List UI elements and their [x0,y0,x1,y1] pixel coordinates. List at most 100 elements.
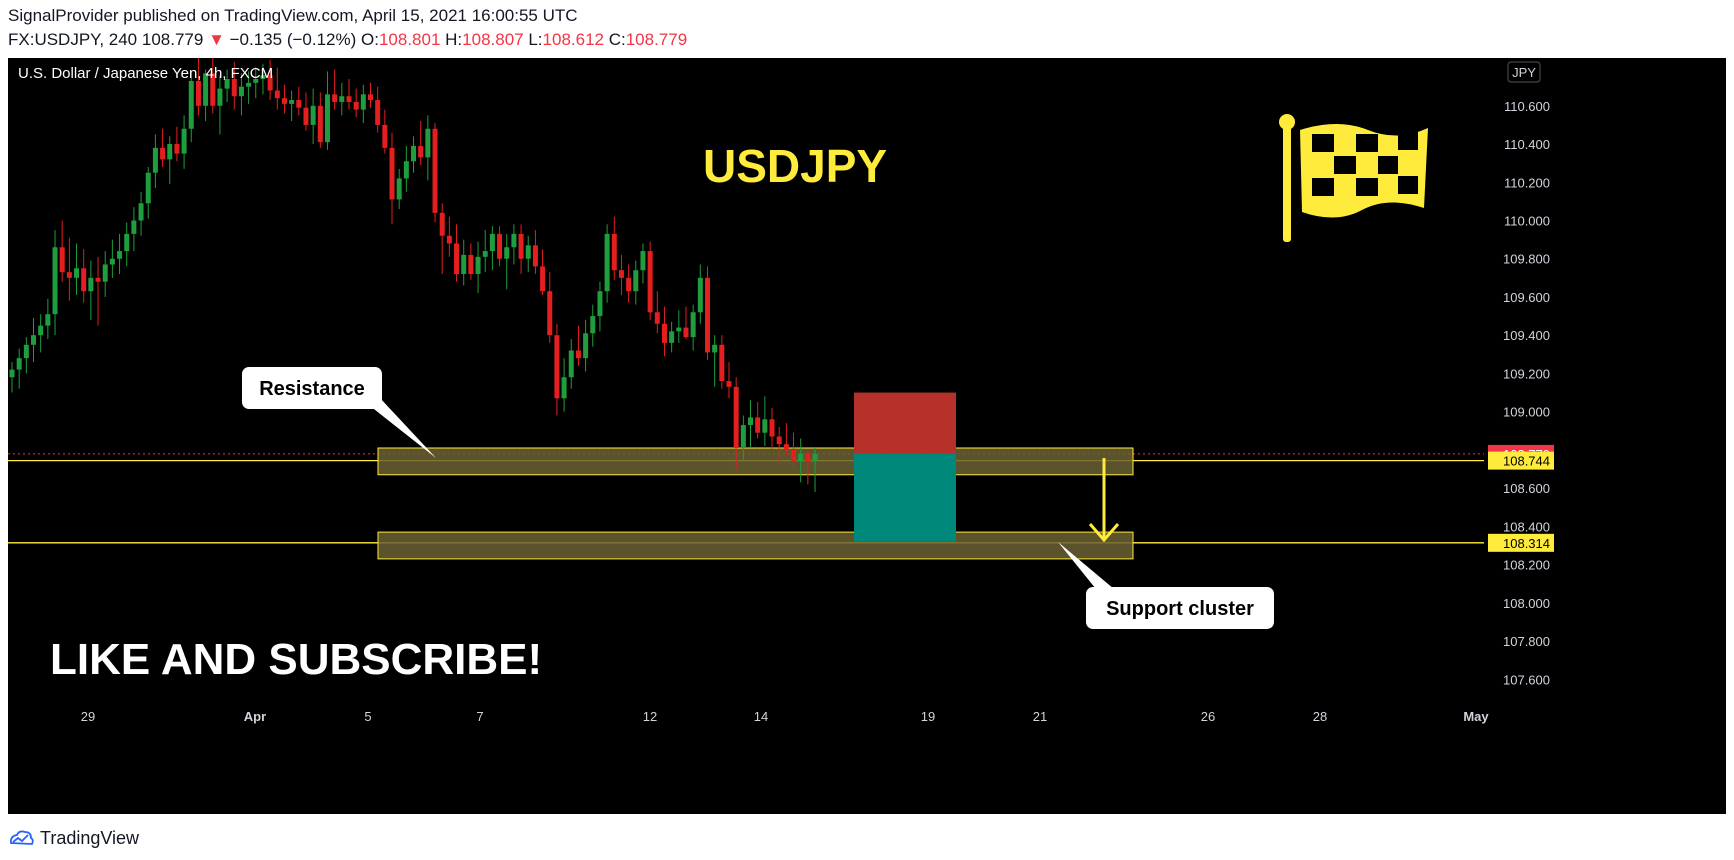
candle-body [195,80,201,106]
y-tick-label: 110.600 [1504,99,1550,114]
candle-body [525,245,531,259]
candle-body [396,178,402,200]
candle-body [748,417,754,426]
candle-body [540,266,546,292]
x-tick-label: 21 [1033,709,1047,724]
candle-body [497,233,503,259]
stop-loss-box[interactable] [854,392,956,454]
candle-body [432,128,438,213]
candle-body [346,96,352,102]
candle-body [626,277,632,292]
candle-body [45,314,51,326]
candle-body [532,245,538,267]
candle-body [38,325,44,336]
candle-body [704,277,710,353]
candle-body [117,251,123,259]
close-value: 108.779 [625,30,688,49]
candle-body [59,247,65,273]
candle-body [124,233,130,252]
candle-body [776,436,782,445]
candle-body [95,277,101,282]
candle-body [203,73,209,106]
support-zone[interactable] [377,531,1134,560]
candle-body [454,243,460,275]
candle-body [246,82,252,87]
candle-body [719,344,725,382]
y-tick-label: 108.600 [1503,481,1550,496]
candle-body [267,75,273,91]
candle-body [310,105,316,125]
candle-body [611,233,617,271]
candle-body [597,291,603,317]
candle-body [568,350,574,378]
publish-info: SignalProvider published on TradingView.… [8,6,578,25]
candle-body [188,80,194,129]
candle-body [81,268,87,292]
candle-body [9,369,15,378]
candle-body [260,75,266,80]
candle-body [468,254,474,275]
currency-label: JPY [1512,65,1536,80]
candle-body [16,358,22,370]
price-change: −0.135 (−0.12%) [229,30,357,49]
low-value: 108.612 [542,30,604,49]
candle-body [654,312,660,324]
candle-body [518,233,524,259]
take-profit-box[interactable] [854,453,956,542]
price-label-box [1488,533,1554,552]
x-tick-label: 5 [364,709,371,724]
candle-body [23,344,29,359]
candle-body [224,79,230,89]
candle-body [618,270,624,278]
candle-body [217,88,223,106]
y-tick-label: 108.200 [1503,558,1550,573]
candle-body [368,94,373,101]
subscribe-text: LIKE AND SUBSCRIBE! [50,635,542,684]
candle-body [411,145,417,162]
price-label: 108.744 [1503,454,1550,469]
candle-body [791,449,797,462]
y-tick-label: 110.400 [1504,137,1550,152]
high-label: H: [445,30,463,49]
chart-title: U.S. Dollar / Japanese Yen, 4h, FXCM [18,65,273,82]
candle-body [131,220,137,234]
support-callout: Support cluster [1058,542,1274,629]
candle-body [375,100,381,125]
candle-body [303,107,309,125]
symbol-label: FX:USDJPY, 240 [8,30,138,49]
y-tick-label: 109.200 [1503,366,1550,381]
down-arrow-icon: ▼ [208,30,225,49]
currency-badge[interactable]: JPY [1507,61,1541,83]
y-tick-label: 110.000 [1504,214,1550,229]
candle-body [74,268,80,278]
candle-body [640,251,646,271]
y-tick-label: 107.800 [1503,634,1550,649]
price-label: 108.314 [1503,536,1550,551]
open-value: 108.801 [378,30,441,49]
candle-body [676,327,682,332]
x-tick-label: 14 [754,709,768,724]
chart-panel[interactable]: U.S. Dollar / Japanese Yen, 4h, FXCM USD… [8,56,1726,814]
candle-body [389,147,395,200]
candle-body [231,79,237,97]
y-tick-label: 108.000 [1503,596,1550,611]
candle-body [425,128,431,158]
candle-body [52,247,58,315]
candle-body [181,128,187,154]
price-label-box [1488,451,1554,470]
candle-body [332,94,338,102]
footer: TradingView [8,826,139,850]
y-tick-label: 109.600 [1503,290,1550,305]
close-label: C: [608,30,626,49]
candle-body [353,101,359,110]
brand-name[interactable]: TradingView [40,827,140,848]
chart-canvas[interactable]: U.S. Dollar / Japanese Yen, 4h, FXCM USD… [8,56,1726,814]
tradingview-logo-icon[interactable] [8,829,34,847]
candle-body [575,350,581,359]
resistance-label: Resistance [259,378,365,400]
y-tick-label: 107.600 [1503,672,1550,687]
resistance-zone[interactable] [377,447,1134,476]
candle-body [439,212,445,236]
candle-body [812,453,818,462]
candle-body [403,161,409,179]
